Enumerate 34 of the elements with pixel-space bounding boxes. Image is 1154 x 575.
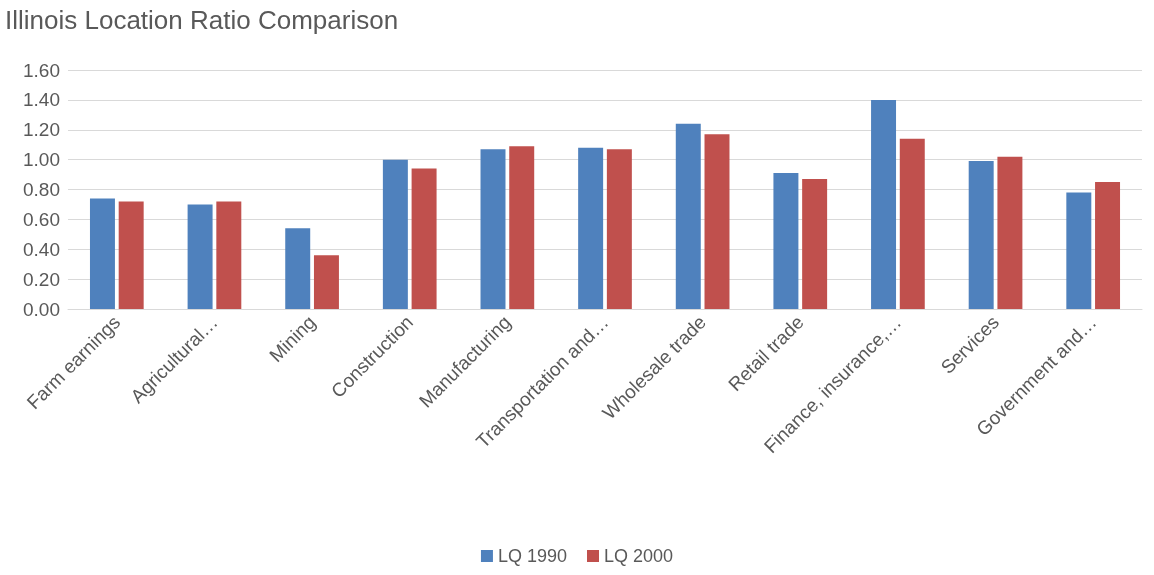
- y-tick-label: 1.60: [23, 59, 60, 81]
- bar: [411, 168, 437, 309]
- bar: [802, 179, 828, 309]
- bar: [480, 149, 506, 309]
- bar: [1095, 182, 1121, 309]
- bar: [1066, 192, 1092, 309]
- bar: [313, 255, 339, 309]
- y-tick-label: 1.00: [23, 149, 60, 171]
- y-tick-label: 0.20: [23, 268, 60, 290]
- bar: [382, 159, 408, 309]
- y-tick-label: 0.00: [23, 298, 60, 320]
- bar: [187, 204, 213, 309]
- bar: [997, 156, 1023, 309]
- bar: [675, 123, 701, 309]
- bar: [704, 134, 730, 309]
- bar: [773, 173, 799, 309]
- bar: [606, 149, 632, 309]
- chart-title: Illinois Location Ratio Comparison: [5, 5, 399, 35]
- bar: [899, 138, 925, 309]
- y-tick-label: 1.40: [23, 89, 60, 111]
- legend-label: LQ 2000: [604, 546, 674, 566]
- bar: [285, 228, 311, 309]
- legend-label: LQ 1990: [497, 546, 568, 566]
- y-tick-label: 1.20: [23, 119, 60, 141]
- bar: [89, 198, 115, 309]
- y-tick-label: 0.80: [23, 179, 60, 200]
- bar: [509, 146, 535, 309]
- bar: [578, 147, 604, 309]
- bar: [871, 99, 897, 309]
- bar: [118, 201, 144, 309]
- y-tick-label: 0.60: [23, 208, 60, 230]
- bar: [216, 201, 242, 309]
- bar: [968, 161, 994, 309]
- y-tick-label: 0.40: [23, 238, 60, 260]
